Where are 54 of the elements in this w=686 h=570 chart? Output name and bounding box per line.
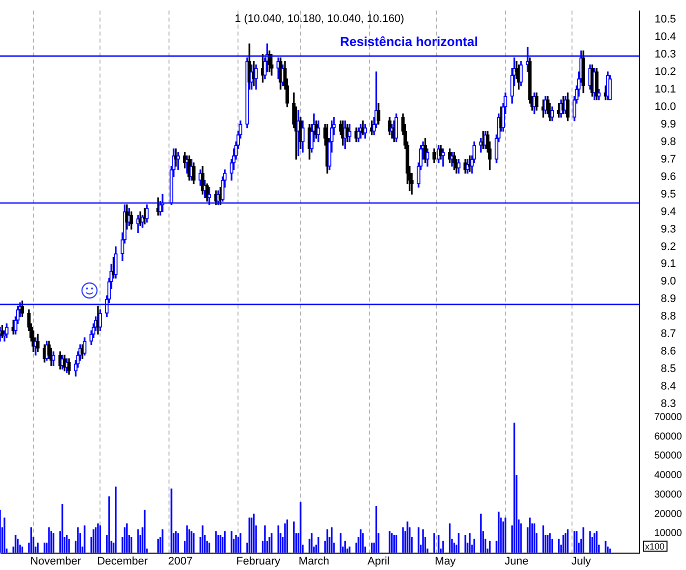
y-tick-label: 9.8 bbox=[660, 136, 676, 148]
x-tick-label: July bbox=[571, 555, 592, 568]
y-tick-label: 8.8 bbox=[660, 310, 676, 323]
y-tick-label: 9.1 bbox=[660, 258, 676, 270]
y-tick-label: 10.0 bbox=[654, 100, 676, 113]
y-tick-label: 8.3 bbox=[660, 398, 676, 410]
x-tick-label: April bbox=[367, 555, 390, 568]
y-tick-label: 10.2 bbox=[654, 66, 676, 78]
x-tick-label: November bbox=[30, 555, 82, 568]
y2-tick-label: 50000 bbox=[654, 450, 682, 462]
x-tick-label: June bbox=[504, 555, 528, 568]
y2-tick-label: 20000 bbox=[654, 508, 682, 520]
y-tick-label: 10.4 bbox=[654, 30, 676, 43]
candlestick bbox=[356, 127, 360, 142]
candlestick bbox=[363, 124, 367, 139]
candlestick bbox=[130, 211, 134, 230]
y2-tick-label: 10000 bbox=[654, 528, 682, 540]
x-tick-label: 2007 bbox=[168, 555, 193, 568]
y-tick-label: 10.1 bbox=[654, 83, 676, 96]
candlestick bbox=[140, 214, 144, 228]
y-tick-label: 8.9 bbox=[660, 293, 676, 306]
y-tick-label: 9.5 bbox=[660, 188, 676, 200]
candlestick bbox=[582, 50, 586, 94]
candlestick bbox=[52, 351, 56, 366]
y-tick-label: 10.5 bbox=[654, 13, 676, 26]
y-tick-label: 9.3 bbox=[660, 223, 676, 236]
y2-tick-label: 30000 bbox=[654, 489, 682, 500]
candlestick bbox=[426, 148, 430, 167]
y-tick-label: 9.6 bbox=[660, 170, 676, 183]
y-tick-label: 9.9 bbox=[660, 118, 676, 130]
y-tick-label: 9.7 bbox=[660, 153, 676, 166]
ref-line-label: Resistência horizontal bbox=[340, 34, 478, 50]
x-tick-label: May bbox=[434, 555, 456, 568]
y-tick-label: 8.4 bbox=[660, 380, 676, 393]
x-tick-label: February bbox=[236, 555, 281, 568]
y-tick-label: 10.3 bbox=[654, 48, 676, 60]
y-tick-label: 9.2 bbox=[660, 240, 676, 253]
y-tick-label: 8.5 bbox=[660, 363, 676, 376]
y2-tick-label: 60000 bbox=[654, 431, 682, 442]
candlestick bbox=[376, 102, 380, 125]
candlestick bbox=[67, 358, 71, 375]
y-tick-label: 8.6 bbox=[660, 346, 676, 358]
chart-title: 1 (10.040, 10.180, 10.040, 10.160) bbox=[234, 13, 404, 26]
y-tick-label: 8.7 bbox=[660, 328, 676, 340]
x-tick-label: December bbox=[97, 555, 148, 568]
text: x100 bbox=[645, 541, 665, 552]
y2-tick-label: 40000 bbox=[654, 470, 682, 482]
y-tick-label: 9.4 bbox=[660, 206, 676, 218]
candlestick bbox=[136, 214, 140, 234]
y-tick-label: 9.0 bbox=[660, 276, 676, 288]
candlestick bbox=[519, 60, 523, 86]
candlestick bbox=[597, 88, 601, 100]
x-tick-label: March bbox=[298, 555, 330, 568]
y2-tick-label: 70000 bbox=[654, 412, 682, 423]
